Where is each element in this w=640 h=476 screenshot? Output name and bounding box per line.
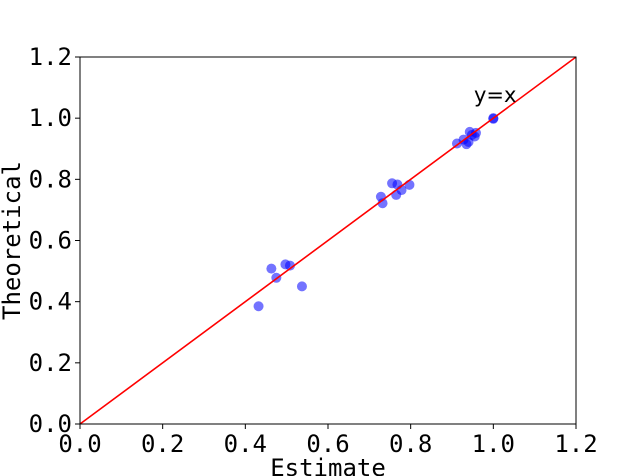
y-axis-title: Theoretical xyxy=(0,161,26,320)
reference-line xyxy=(79,56,577,425)
y-tick-label: 0.8 xyxy=(29,165,72,193)
x-tick-label: 1.2 xyxy=(554,430,597,458)
plot-area xyxy=(79,56,577,425)
x-tick-label: 0.0 xyxy=(58,430,101,458)
y-tick-label: 0.4 xyxy=(29,288,72,316)
x-axis-title: Estimate xyxy=(270,454,386,476)
scatter-point xyxy=(377,198,388,209)
x-tick-label: 0.6 xyxy=(306,430,349,458)
y-tick-label: 1.2 xyxy=(29,43,72,71)
scatter-point xyxy=(296,281,307,292)
y-axis: 0.0 0.2 0.4 0.6 0.8 1.0 1.2 xyxy=(29,43,80,438)
scatter-point xyxy=(284,260,295,271)
y-tick-label: 0.2 xyxy=(29,349,72,377)
scatter-point xyxy=(266,263,277,274)
x-axis: 0.0 0.2 0.4 0.6 0.8 1.0 1.2 xyxy=(58,424,598,458)
y-tick-label: 1.0 xyxy=(29,104,72,132)
x-tick-label: 0.2 xyxy=(141,430,184,458)
scatter-point xyxy=(470,127,481,138)
scatter-point xyxy=(404,179,415,190)
y-tick-label: 0.6 xyxy=(29,227,72,255)
y-tick-label: 0.0 xyxy=(29,410,72,438)
x-tick-label: 0.8 xyxy=(389,430,432,458)
x-tick-label: 1.0 xyxy=(472,430,515,458)
scatter-point xyxy=(253,301,264,312)
x-tick-label: 0.4 xyxy=(224,430,267,458)
reference-line-label: y=x xyxy=(474,83,516,107)
